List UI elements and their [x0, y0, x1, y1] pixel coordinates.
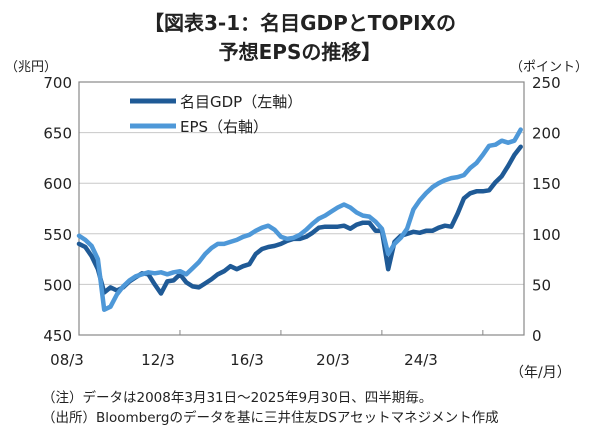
- y-right-unit: （ポイント）: [510, 60, 588, 75]
- y-right-tick-label: 200: [532, 125, 561, 143]
- x-tick-label: 12/3: [141, 351, 175, 369]
- legend-label-eps: EPS（右軸）: [180, 118, 268, 136]
- x-unit: （年/月）: [510, 365, 571, 381]
- y-right-tick-label: 0: [532, 327, 542, 345]
- y-left-tick-label: 650: [43, 125, 72, 143]
- series-line-gdp: [76, 144, 523, 296]
- plot-frame: [78, 81, 525, 336]
- y-right-tick-label: 50: [532, 276, 551, 294]
- note-line-1: （注）データは2008年3月31日～2025年9月30日、四半期毎。: [42, 389, 432, 406]
- note-line-2: （出所）Bloombergのデータを基に三井住友DSアセットマネジメント作成: [42, 409, 499, 426]
- y-right-tick-label: 250: [532, 74, 561, 92]
- y-left-tick-label: 550: [43, 226, 72, 244]
- x-tick-label: 08/3: [50, 351, 84, 369]
- legend-label-gdp: 名目GDP（左軸）: [180, 93, 302, 111]
- y-left-tick-label: 450: [43, 327, 72, 345]
- y-left-tick-label: 700: [43, 74, 72, 92]
- y-left-tick-label: 600: [43, 175, 72, 193]
- y-left-unit: （兆円）: [5, 60, 57, 75]
- chart-title-line-2: 予想EPSの推移】: [219, 40, 382, 64]
- legend: 名目GDP（左軸） EPS（右軸）: [130, 93, 302, 136]
- x-tick-label: 16/3: [230, 351, 264, 369]
- y-right-tick-label: 100: [532, 226, 561, 244]
- x-tick-label: 24/3: [404, 351, 438, 369]
- y-right-tick-label: 150: [532, 175, 561, 193]
- chart-title-line-1: 【図表3-1：名目GDPとTOPIXの: [144, 11, 456, 35]
- x-tick-label: 20/3: [316, 351, 350, 369]
- y-left-tick-label: 500: [43, 276, 72, 294]
- series-line-eps: [76, 127, 523, 312]
